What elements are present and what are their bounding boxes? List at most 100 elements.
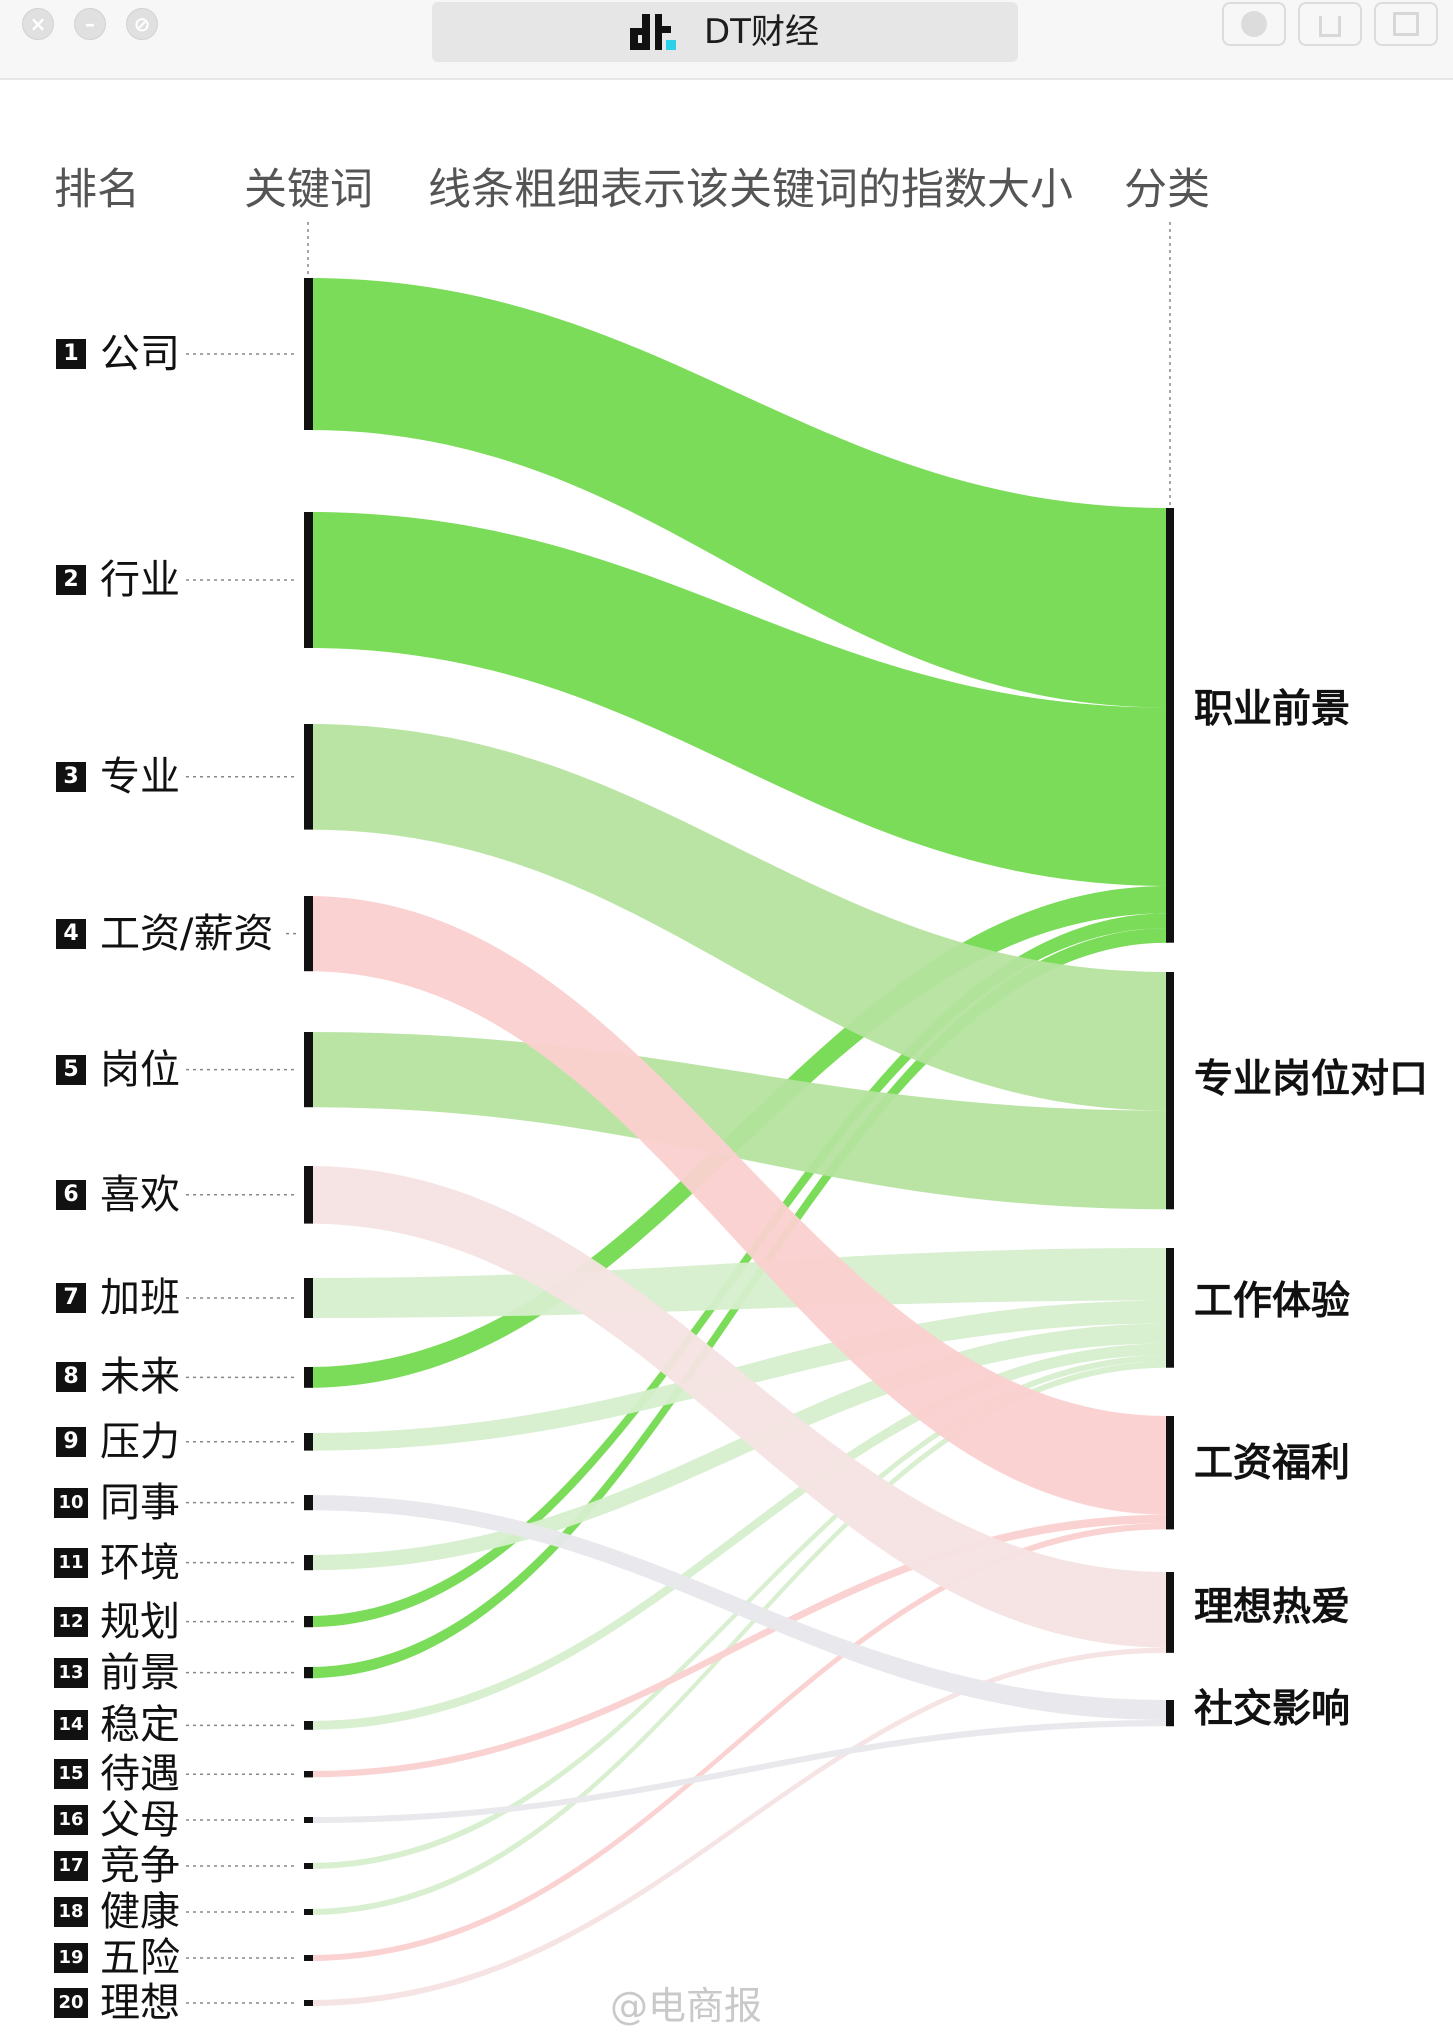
thickness-note: 线条粗细表示该关键词的指数大小 <box>428 165 1073 215</box>
rank-header: 排名 <box>54 165 140 215</box>
rank-badge-14: 14 <box>54 1710 88 1741</box>
rank-badge-1: 1 <box>56 339 86 369</box>
keyword-label-16: 父母 <box>100 1797 180 1843</box>
category-bar-match <box>1166 972 1174 1210</box>
flow-7 <box>308 1248 1168 1318</box>
bars-group <box>304 278 1174 2006</box>
category-bar-social <box>1166 1700 1174 1727</box>
tab-title: DT财经 <box>704 12 819 52</box>
flow-20 <box>308 1647 1168 2006</box>
keyword-bar-16 <box>304 1817 313 1823</box>
keyword-label-1: 公司 <box>100 331 180 377</box>
rank-badge-11: 11 <box>54 1547 88 1578</box>
keyword-bar-8 <box>304 1367 313 1388</box>
flow-14 <box>308 1343 1168 1730</box>
keyword-label-17: 竞争 <box>100 1843 180 1889</box>
keyword-bar-2 <box>304 512 313 648</box>
window-icon[interactable] <box>1374 2 1438 46</box>
keyword-bar-17 <box>304 1863 313 1869</box>
category-label-match: 专业岗位对口 <box>1194 1057 1429 1102</box>
category-bar-work <box>1166 1248 1174 1368</box>
rank-badge-7: 7 <box>56 1283 86 1313</box>
keyword-label-12: 规划 <box>100 1598 180 1645</box>
rank-badge-13: 13 <box>54 1657 88 1688</box>
rank-badge-16: 16 <box>54 1805 88 1835</box>
keyword-label-8: 未来 <box>100 1354 180 1401</box>
keyword-header: 关键词 <box>244 165 373 215</box>
rank-badge-19: 19 <box>54 1943 88 1973</box>
keyword-label-13: 前景 <box>100 1649 180 1696</box>
rank-badge-4: 4 <box>56 918 86 949</box>
flow-19 <box>308 1523 1168 1961</box>
guides-group <box>186 222 1171 2004</box>
flow-1 <box>308 278 1168 708</box>
rank-badge-20: 20 <box>54 1988 88 2018</box>
keyword-label-14: 稳定 <box>100 1702 180 1749</box>
share-icon[interactable] <box>1298 2 1362 46</box>
keyword-bar-1 <box>304 278 313 430</box>
category-bar-salary <box>1166 1416 1174 1530</box>
category-bar-ideal <box>1166 1572 1174 1653</box>
flow-18 <box>308 1361 1168 1915</box>
keyword-label-2: 行业 <box>100 557 180 603</box>
rank-badge-5: 5 <box>56 1054 86 1085</box>
keyword-bar-13 <box>304 1667 313 1679</box>
flow-4 <box>308 896 1168 1515</box>
keyword-bar-9 <box>304 1433 313 1451</box>
keyword-label-19: 五险 <box>100 1935 180 1981</box>
keyword-bar-18 <box>304 1909 313 1915</box>
rank-badge-17: 17 <box>54 1851 88 1881</box>
keyword-bar-19 <box>304 1955 313 1961</box>
keyword-bar-12 <box>304 1616 313 1628</box>
keyword-bar-4 <box>304 896 313 972</box>
category-label-work: 工作体验 <box>1194 1279 1351 1324</box>
category-label-career: 职业前景 <box>1194 687 1351 732</box>
keyword-bar-11 <box>304 1555 313 1571</box>
rank-badge-15: 15 <box>54 1759 88 1790</box>
keyword-bar-14 <box>304 1721 313 1730</box>
keyword-label-6: 喜欢 <box>100 1171 180 1218</box>
tab-pill[interactable] <box>432 2 1018 62</box>
flow-10 <box>308 1495 1168 1720</box>
rank-badge-2: 2 <box>56 565 86 595</box>
record-icon[interactable] <box>1222 2 1286 46</box>
keyword-bar-3 <box>304 724 313 830</box>
category-label-ideal: 理想热爱 <box>1194 1585 1351 1630</box>
keyword-label-7: 加班 <box>100 1275 180 1321</box>
close-icon[interactable]: × <box>22 8 54 40</box>
flow-3 <box>308 724 1168 1111</box>
rank-badge-12: 12 <box>54 1606 88 1637</box>
minimize-icon[interactable]: – <box>74 8 106 40</box>
keyword-label-10: 同事 <box>100 1479 180 1526</box>
rank-badge-18: 18 <box>54 1897 88 1927</box>
rank-badge-3: 3 <box>56 761 86 792</box>
rank-badge-6: 6 <box>56 1179 86 1210</box>
keyword-label-20: 理想 <box>100 1980 180 2026</box>
keyword-label-11: 环境 <box>100 1539 180 1586</box>
keyword-label-15: 待遇 <box>100 1751 180 1798</box>
keyword-bar-10 <box>304 1495 313 1511</box>
watermark: @电商报 <box>610 1984 763 2028</box>
flow-16 <box>308 1719 1168 1823</box>
keyword-bar-7 <box>304 1278 313 1318</box>
keyword-label-9: 压力 <box>100 1418 180 1465</box>
category-label-salary: 工资福利 <box>1194 1441 1351 1486</box>
category-header: 分类 <box>1124 165 1210 215</box>
browser-titlebar: × – ⊘ DT财经 <box>0 0 1453 80</box>
keyword-label-5: 岗位 <box>100 1046 180 1093</box>
rank-badge-9: 9 <box>56 1426 86 1457</box>
keyword-label-18: 健康 <box>100 1889 180 1935</box>
flow-15 <box>308 1514 1168 1778</box>
keyword-label-3: 专业 <box>100 753 180 800</box>
keyword-bar-6 <box>304 1166 313 1224</box>
fullscreen-icon[interactable]: ⊘ <box>126 8 158 40</box>
category-bar-career <box>1166 508 1174 943</box>
flow-2 <box>308 512 1168 886</box>
flow-11 <box>308 1323 1168 1571</box>
keyword-label-4: 工资/薪资 <box>100 910 274 957</box>
flow-5 <box>308 1032 1168 1210</box>
flow-6 <box>308 1166 1168 1648</box>
flows-group <box>308 278 1168 2006</box>
dt-logo-icon <box>630 14 676 50</box>
